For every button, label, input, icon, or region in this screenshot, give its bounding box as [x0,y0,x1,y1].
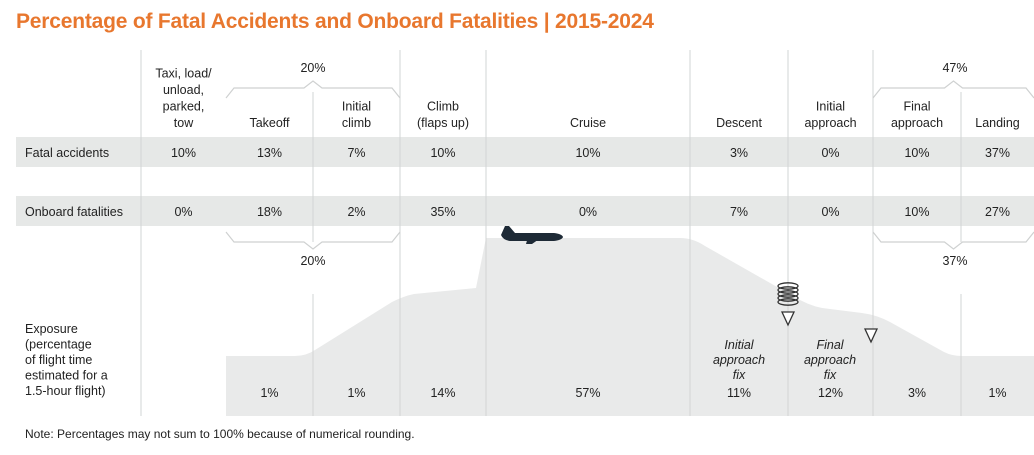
takeoff-climb-bracket-top [225,80,401,99]
final-approach-fix-label: Final approach fix [804,338,856,382]
onboard-fatalities-value: 0% [821,205,839,219]
group-label-takeoff-climb-fatalities: 20% [300,254,325,268]
phase-label: Final approach [891,100,943,131]
final-approach-fix-icon [863,328,879,344]
phase-label: Descent [716,116,762,130]
exposure-value: 12% [818,386,843,400]
aircraft-icon [501,226,563,244]
holding-loop [777,298,799,306]
group-label-takeoff-climb-accidents: 20% [300,61,325,75]
phase-label: Taxi, load/unload, parked, tow [155,67,212,131]
onboard-fatalities-value: 0% [174,205,192,219]
fatal-accidents-value: 10% [171,146,196,160]
holding-loop [777,290,799,298]
phase-label: Takeoff [249,116,290,130]
phase-label: Cruise [570,116,606,130]
chart-title: Percentage of Fatal Accidents and Onboar… [16,10,654,33]
onboard-fatalities-value: 10% [904,205,929,219]
fatal-accidents-value: 10% [904,146,929,160]
fatal-accidents-value: 3% [730,146,748,160]
onboard-fatalities-value: 2% [347,205,365,219]
onboard-fatalities-value: 18% [257,205,282,219]
exposure-value: 57% [575,386,600,400]
row-label-fatal-accidents: Fatal accidents [25,146,109,160]
onboard-fatalities-value: 35% [430,205,455,219]
approach-landing-bracket-bottom [872,231,1034,250]
fatal-accidents-value: 10% [430,146,455,160]
fatal-accidents-value: 13% [257,146,282,160]
footnote: Note: Percentages may not sum to 100% be… [25,427,415,441]
takeoff-climb-bracket-bottom [225,231,401,250]
fatal-accidents-band [16,137,1034,167]
phase-label: Initial climb [342,100,371,131]
phase-label: Initial approach [804,100,856,131]
exposure-value: 11% [727,386,751,400]
approach-landing-bracket-top [872,80,1034,99]
row-label-exposure: Exposure (percentage of flight time estimat… [25,322,108,398]
exposure-value: 14% [430,386,455,400]
group-label-approach-landing-accidents: 47% [942,61,967,75]
holding-pattern-icon [777,282,799,306]
flight-profile-area [226,238,1034,416]
onboard-fatalities-band [16,196,1034,226]
holding-loop [777,286,799,294]
exposure-value: 1% [347,386,365,400]
holding-loop [777,294,799,302]
fatal-accidents-value: 7% [347,146,365,160]
exposure-value: 1% [988,386,1006,400]
row-label-onboard-fatalities: Onboard fatalities [25,205,123,219]
fatal-accidents-value: 37% [985,146,1010,160]
holding-loop [777,282,799,290]
exposure-value: 3% [908,386,926,400]
onboard-fatalities-value: 7% [730,205,748,219]
onboard-fatalities-value: 0% [579,205,597,219]
phase-label: Climb (flaps up) [417,100,469,131]
group-label-approach-landing-fatalities: 37% [942,254,967,268]
exposure-value: 1% [260,386,278,400]
onboard-fatalities-value: 27% [985,205,1010,219]
fatal-accidents-value: 0% [821,146,839,160]
initial-approach-fix-label: Initial approach fix [713,338,765,382]
initial-approach-fix-icon [780,311,796,327]
fatal-accidents-value: 10% [575,146,600,160]
phase-label: Landing [975,116,1020,130]
